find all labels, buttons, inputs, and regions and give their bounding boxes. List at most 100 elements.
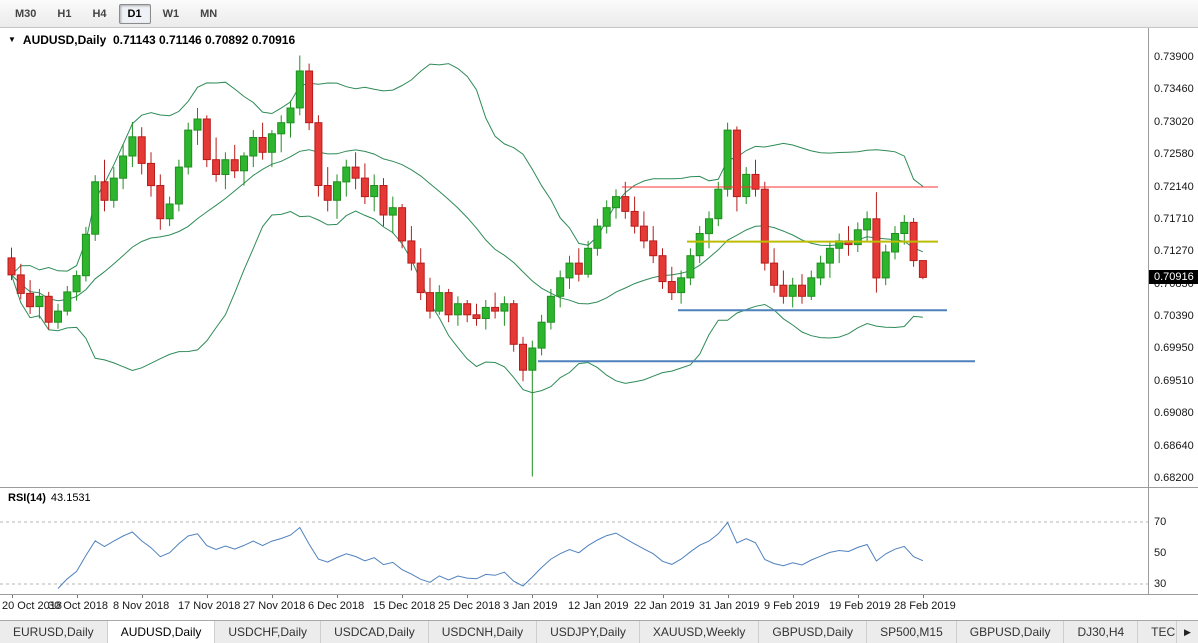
time-axis-tick [77,595,78,598]
time-axis-tick [728,595,729,598]
time-axis-separator [0,594,1198,595]
chart-tab-usdcnh-daily[interactable]: USDCNH,Daily [428,621,538,643]
price-axis-label: 0.72140 [1154,180,1194,193]
candle [537,321,546,349]
candle [500,303,509,312]
candle [872,218,881,279]
candle [630,210,639,227]
candle [816,262,825,279]
candle [435,292,444,312]
period-button-m30[interactable]: M30 [15,7,37,20]
candle [193,118,202,131]
candle [788,284,797,297]
chart-window[interactable]: ▼ AUDUSD,Daily 0.71143 0.71146 0.70892 0.… [0,28,1198,620]
candle [147,162,155,187]
candle [342,166,351,183]
chart-tab-audusd-daily[interactable]: AUDUSD,Daily [107,621,216,643]
candle [7,257,16,276]
tab-scroll-right-button[interactable]: ▶ [1176,621,1198,643]
candle [388,207,397,216]
price-axis-label: 0.68640 [1154,439,1194,452]
price-axis-label: 0.71270 [1154,245,1194,258]
chart-title: ▼ AUDUSD,Daily 0.71143 0.71146 0.70892 0.… [8,33,295,47]
bollinger-middle-band [11,149,924,305]
candle [453,303,462,316]
timeframe-toolbar: M30 H1 H4 D1 W1 MN [0,0,1198,28]
indicator-splitter[interactable] [0,487,1198,488]
chart-tab-xauusd-weekly[interactable]: XAUUSD,Weekly [639,621,760,643]
candle [881,251,890,279]
period-button-h4[interactable]: H4 [92,7,107,20]
time-axis-tick [532,595,533,598]
candle [109,177,118,201]
date-label: 27 Nov 2018 [243,600,306,612]
period-button-mn[interactable]: MN [200,7,218,20]
time-axis-tick [923,595,924,598]
time-axis-tick [12,595,13,598]
candle [100,181,109,201]
horizontal-lines-group [538,186,975,363]
candle [695,233,704,257]
period-button-h1[interactable]: H1 [57,7,72,20]
candle [81,233,90,277]
chart-tab-eurusd-daily[interactable]: EURUSD,Daily [0,621,108,643]
candle [26,292,35,308]
bollinger-lower-band [11,210,923,394]
date-label: 12 Jan 2019 [568,600,629,612]
candle [202,118,211,161]
candle [686,255,695,279]
candle [863,218,872,231]
chart-tab-usdchf-daily[interactable]: USDCHF,Daily [215,621,322,643]
date-label: 20 Oct 2018 [2,600,62,612]
candle [481,306,490,319]
candle [556,277,565,297]
date-label: 28 Feb 2019 [894,600,956,612]
candle [54,310,62,323]
time-axis-tick [142,595,143,598]
candle [370,185,379,198]
rsi-label: RSI(14) 43.1531 [8,492,91,504]
candle [621,196,630,212]
candles-group [7,55,927,477]
candle [333,181,341,201]
candle [426,292,434,312]
candle [639,225,648,242]
period-button-d1[interactable]: D1 [118,3,151,24]
candle [137,136,146,164]
chart-tab-sp500-m15[interactable]: SP500,M15 [867,621,957,643]
period-button-w1[interactable]: W1 [162,7,180,20]
rsi-level-label: 30 [1154,578,1167,590]
time-axis-tick [663,595,664,598]
date-label: 25 Dec 2018 [438,600,501,612]
rsi-name-label: RSI(14) [8,492,46,504]
candle [240,155,248,172]
candle [267,133,276,153]
time-axis[interactable]: 20 Oct 2018 30 Oct 2018 8 Nov 2018 17 Nov 2… [0,595,1198,620]
candle [305,70,314,124]
candle [221,159,230,175]
candle [286,107,295,124]
candle [398,207,407,242]
chart-tab-dj30-h4[interactable]: DJ30,H4 [1064,621,1139,643]
chart-tab-gbpusd-daily[interactable]: GBPUSD,Daily [956,621,1065,643]
chart-tab-gbpusd-daily[interactable]: GBPUSD,Daily [759,621,868,643]
date-label: 19 Feb 2019 [829,600,891,612]
time-axis-tick [793,595,794,598]
candle [667,281,676,294]
timeframe-buttons: M30 H1 H4 D1 W1 MN [6,3,226,24]
candle [528,347,537,371]
current-price-badge: 0.70916 [1149,270,1198,285]
chart-tab-bar: EURUSD,Daily AUDUSD,Daily USDCHF,Daily USDC… [0,620,1198,643]
chart-tab-usdjpy-daily[interactable]: USDJPY,Daily [537,621,640,643]
rsi-indicator-pane[interactable] [0,488,1148,594]
candle [379,185,388,216]
candle [360,177,369,198]
candle [723,129,732,190]
arrow-right-icon: ▶ [1184,626,1191,637]
candle [72,275,81,293]
candle [584,247,593,275]
chart-menu-icon: ▼ [8,35,16,44]
main-chart-pane[interactable] [0,28,1148,487]
price-axis-label: 0.71710 [1154,212,1194,225]
chart-tab-usdcad-daily[interactable]: USDCAD,Daily [321,621,429,643]
